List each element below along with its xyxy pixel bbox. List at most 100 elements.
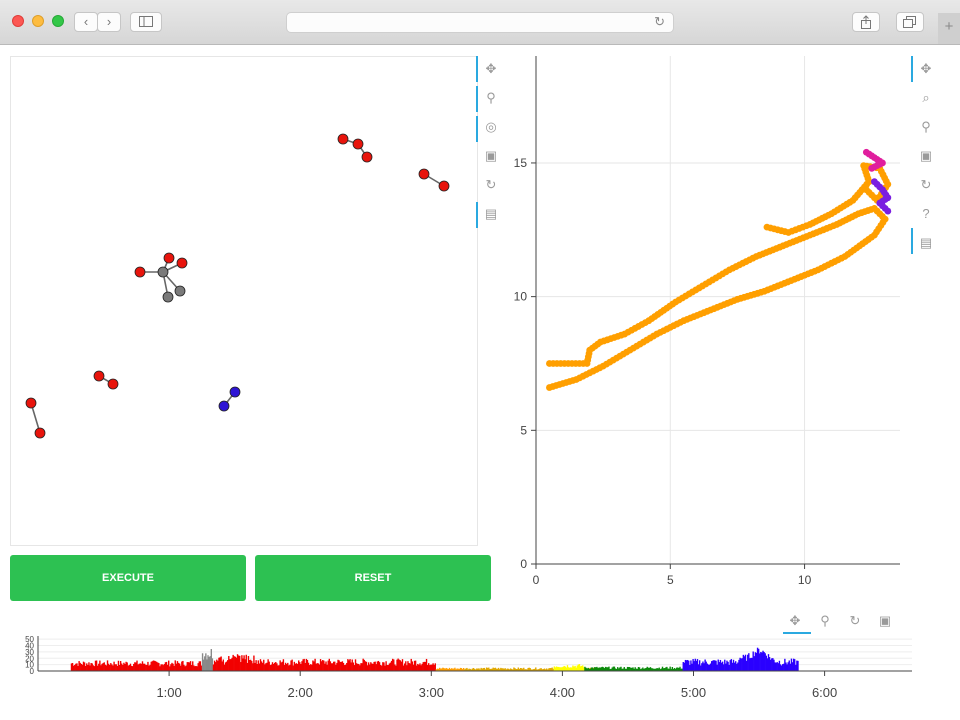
activity-bar <box>381 665 383 671</box>
hover-icon[interactable]: ▤ <box>919 235 933 250</box>
activity-bar <box>306 659 309 671</box>
activity-bar <box>696 659 699 671</box>
reload-icon[interactable]: ↻ <box>654 14 665 29</box>
activity-bar <box>500 667 502 671</box>
activity-bar <box>741 658 743 671</box>
activity-bar <box>620 666 622 671</box>
activity-bar <box>365 661 368 671</box>
pan-icon[interactable]: ✥ <box>920 61 932 76</box>
activity-bar <box>89 665 91 671</box>
activity-bar <box>154 661 157 671</box>
activity-bar <box>609 669 611 671</box>
network-graph-panel[interactable] <box>10 56 478 546</box>
activity-bar <box>344 664 347 671</box>
tabs-icon <box>903 16 916 28</box>
activity-bar <box>732 659 735 671</box>
pan-icon[interactable]: ✥ <box>485 61 497 76</box>
y-tick-label: 15 <box>514 156 528 170</box>
activity-bar <box>577 664 580 671</box>
y-tick-label: 10 <box>514 290 528 304</box>
address-bar[interactable]: ↻ <box>286 12 674 33</box>
box-zoom-icon[interactable]: ⌕ <box>922 90 930 105</box>
activity-bar <box>277 665 279 671</box>
wheel-zoom-icon[interactable]: ⚲ <box>486 90 496 105</box>
reset-icon[interactable]: ↻ <box>849 613 861 628</box>
activity-bar <box>141 661 144 671</box>
new-tab-button[interactable]: + <box>938 13 960 44</box>
reset-button[interactable]: RESET <box>255 555 491 601</box>
activity-bar <box>608 666 610 671</box>
help-icon[interactable]: ? <box>922 206 930 221</box>
activity-bar <box>142 663 145 671</box>
close-window-button[interactable] <box>12 15 24 27</box>
activity-bar <box>571 667 573 671</box>
activity-bar <box>544 669 547 671</box>
activity-bar <box>263 659 265 671</box>
execute-button[interactable]: EXECUTE <box>10 555 246 601</box>
activity-bar <box>100 665 102 671</box>
save-icon[interactable]: ▣ <box>919 148 933 163</box>
activity-bar <box>348 660 350 671</box>
active-tool-indicator <box>476 202 478 228</box>
activity-bar <box>282 659 285 671</box>
activity-bar <box>444 668 446 671</box>
reset-icon[interactable]: ↻ <box>920 177 932 192</box>
save-icon[interactable]: ▣ <box>484 148 498 163</box>
activity-bar <box>529 668 532 671</box>
network-graph[interactable] <box>11 57 479 547</box>
activity-bar <box>665 667 667 671</box>
activity-bar <box>164 662 167 671</box>
activity-bar <box>204 656 206 671</box>
maximize-window-button[interactable] <box>52 15 64 27</box>
back-button[interactable]: ‹ <box>74 12 98 32</box>
activity-bar <box>733 662 736 671</box>
sidebar-button[interactable] <box>130 12 162 32</box>
activity-bar <box>642 667 644 671</box>
wheel-zoom-icon[interactable]: ⚲ <box>921 119 931 134</box>
activity-bar <box>775 662 777 671</box>
activity-bar <box>119 661 122 671</box>
trajectory-plot[interactable]: 0 5 10 0 5 10 15 <box>500 50 900 590</box>
activity-bar <box>787 662 789 671</box>
activity-bar <box>776 662 778 671</box>
activity-bar <box>171 662 173 671</box>
minimize-window-button[interactable] <box>32 15 44 27</box>
activity-bar <box>658 667 660 671</box>
activity-bar <box>644 668 646 671</box>
wheel-zoom-icon[interactable]: ⚲ <box>820 613 830 628</box>
activity-bar <box>74 664 76 671</box>
activity-bar <box>352 662 355 671</box>
activity-bar <box>454 667 456 671</box>
activity-bar <box>80 663 82 671</box>
graph-node <box>438 180 450 192</box>
activity-bar <box>728 664 730 671</box>
reset-icon[interactable]: ↻ <box>485 177 497 192</box>
activity-bar <box>476 668 478 671</box>
pan-icon[interactable]: ✥ <box>789 613 801 628</box>
activity-bar <box>391 658 394 671</box>
activity-bar <box>372 663 374 671</box>
share-button[interactable] <box>852 12 880 32</box>
activity-bar <box>292 665 294 671</box>
activity-bar <box>212 664 215 671</box>
activity-bar <box>643 668 645 671</box>
tabs-button[interactable] <box>896 12 924 32</box>
activity-bar <box>674 668 677 671</box>
tap-icon[interactable]: ◎ <box>485 119 497 134</box>
activity-bar <box>261 662 264 671</box>
activity-bar <box>443 668 445 671</box>
activity-bar <box>98 663 100 671</box>
activity-bar <box>617 667 619 671</box>
graph-node <box>134 266 146 278</box>
save-icon[interactable]: ▣ <box>878 613 892 628</box>
activity-bar <box>374 661 376 671</box>
hover-icon[interactable]: ▤ <box>484 206 498 221</box>
graph-node <box>25 397 37 409</box>
y-tick-label: 0 <box>520 557 527 571</box>
activity-bar <box>698 660 701 671</box>
activity-bar <box>129 663 132 671</box>
activity-bar <box>87 664 89 671</box>
forward-button[interactable]: › <box>97 12 121 32</box>
activity-bar <box>337 659 339 671</box>
